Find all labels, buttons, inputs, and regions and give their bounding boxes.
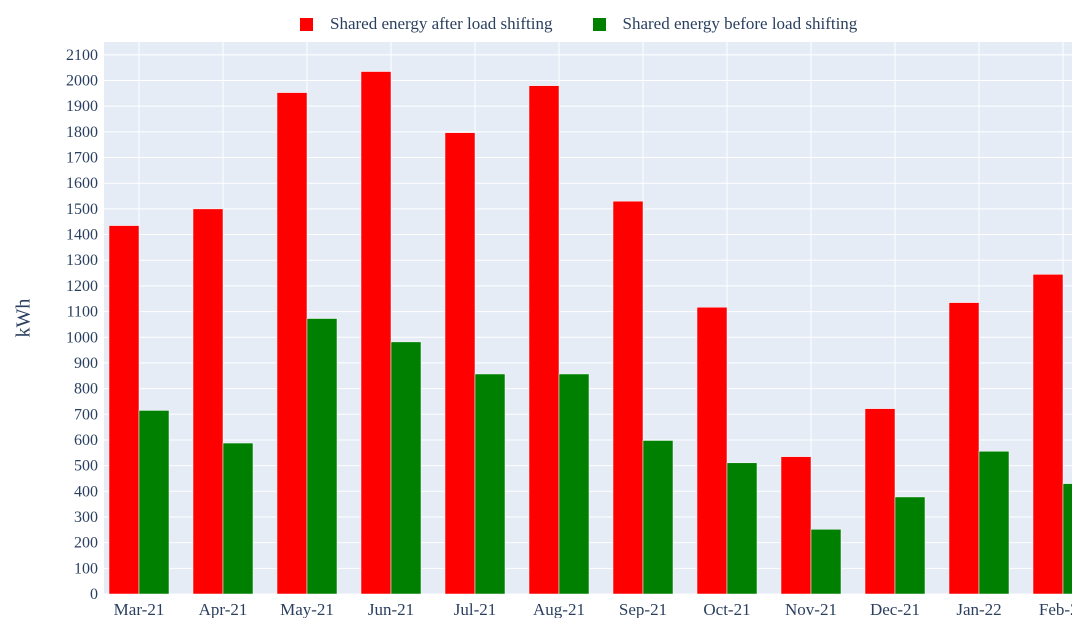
y-tick-label: 400	[74, 483, 98, 500]
y-tick-label: 1100	[67, 304, 98, 321]
bar-before-Dec-21	[894, 496, 926, 595]
bar-after-Feb-22	[1032, 274, 1064, 595]
legend-item-after[interactable]: Shared energy after load shifting	[300, 14, 553, 34]
legend-label-after: Shared energy after load shifting	[330, 14, 553, 33]
bar-before-Jan-22	[978, 451, 1010, 595]
bar-after-Nov-21	[780, 456, 812, 595]
x-tick-label: Jul-21	[454, 600, 497, 618]
y-tick-label: 100	[74, 560, 98, 577]
y-tick-label: 200	[74, 535, 98, 552]
y-tick-label: 700	[74, 406, 98, 423]
x-tick-label: Nov-21	[785, 600, 837, 618]
bar-after-Dec-21	[864, 408, 896, 595]
y-tick-label: 1200	[66, 278, 98, 295]
bar-before-Jun-21	[390, 341, 422, 595]
bar-before-Nov-21	[810, 529, 842, 595]
x-tick-label: Aug-21	[533, 600, 585, 618]
bar-before-Jul-21	[474, 373, 506, 595]
bar-before-Feb-22	[1062, 483, 1072, 595]
bar-before-Sep-21	[642, 440, 674, 595]
y-tick-label: 500	[74, 458, 98, 475]
x-tick-label: Jun-21	[368, 600, 414, 618]
bar-after-May-21	[276, 92, 308, 595]
y-tick-label: 1000	[66, 329, 98, 346]
bar-before-Mar-21	[138, 410, 170, 595]
bar-after-Jun-21	[360, 71, 392, 595]
x-tick-label: Mar-21	[114, 600, 165, 618]
bar-after-Oct-21	[696, 306, 728, 595]
y-tick-label: 900	[74, 355, 98, 372]
x-tick-label: Jan-22	[956, 600, 1001, 618]
y-tick-label: 1300	[66, 252, 98, 269]
bar-before-Aug-21	[558, 373, 590, 595]
y-tick-label: 1900	[66, 98, 98, 115]
bar-after-Jul-21	[444, 132, 476, 595]
y-tick-label: 1400	[66, 227, 98, 244]
x-tick-label: May-21	[280, 600, 334, 618]
y-tick-label: 300	[74, 509, 98, 526]
legend-item-before[interactable]: Shared energy before load shifting	[592, 14, 858, 34]
x-tick-label: Sep-21	[619, 600, 667, 618]
x-tick-label: Feb-22	[1039, 600, 1072, 618]
y-tick-label: 1500	[66, 201, 98, 218]
y-tick-label: 600	[74, 432, 98, 449]
y-tick-label: 2100	[66, 47, 98, 64]
y-tick-label: 1600	[66, 175, 98, 192]
x-tick-label: Dec-21	[870, 600, 920, 618]
bar-after-Aug-21	[528, 85, 560, 595]
legend-swatch-after	[300, 17, 313, 31]
bar-after-Apr-21	[192, 208, 224, 595]
bar-after-Mar-21	[108, 225, 140, 595]
bar-before-Oct-21	[726, 462, 758, 595]
bar-before-May-21	[306, 318, 338, 595]
bar-after-Jan-22	[948, 302, 980, 595]
legend-label-before: Shared energy before load shifting	[622, 14, 858, 33]
x-tick-label: Apr-21	[199, 600, 248, 618]
bar-after-Sep-21	[612, 200, 644, 595]
y-tick-label: 2000	[66, 73, 98, 90]
legend-swatch-before	[592, 17, 606, 31]
bar-before-Apr-21	[222, 442, 254, 595]
legend: Shared energy after load shifting Shared…	[300, 14, 897, 34]
y-tick-label: 1700	[66, 150, 98, 167]
y-tick-label: 800	[74, 381, 98, 398]
x-tick-label: Oct-21	[703, 600, 750, 618]
y-tick-label: 1800	[66, 124, 98, 141]
y-tick-label: 0	[90, 586, 98, 603]
